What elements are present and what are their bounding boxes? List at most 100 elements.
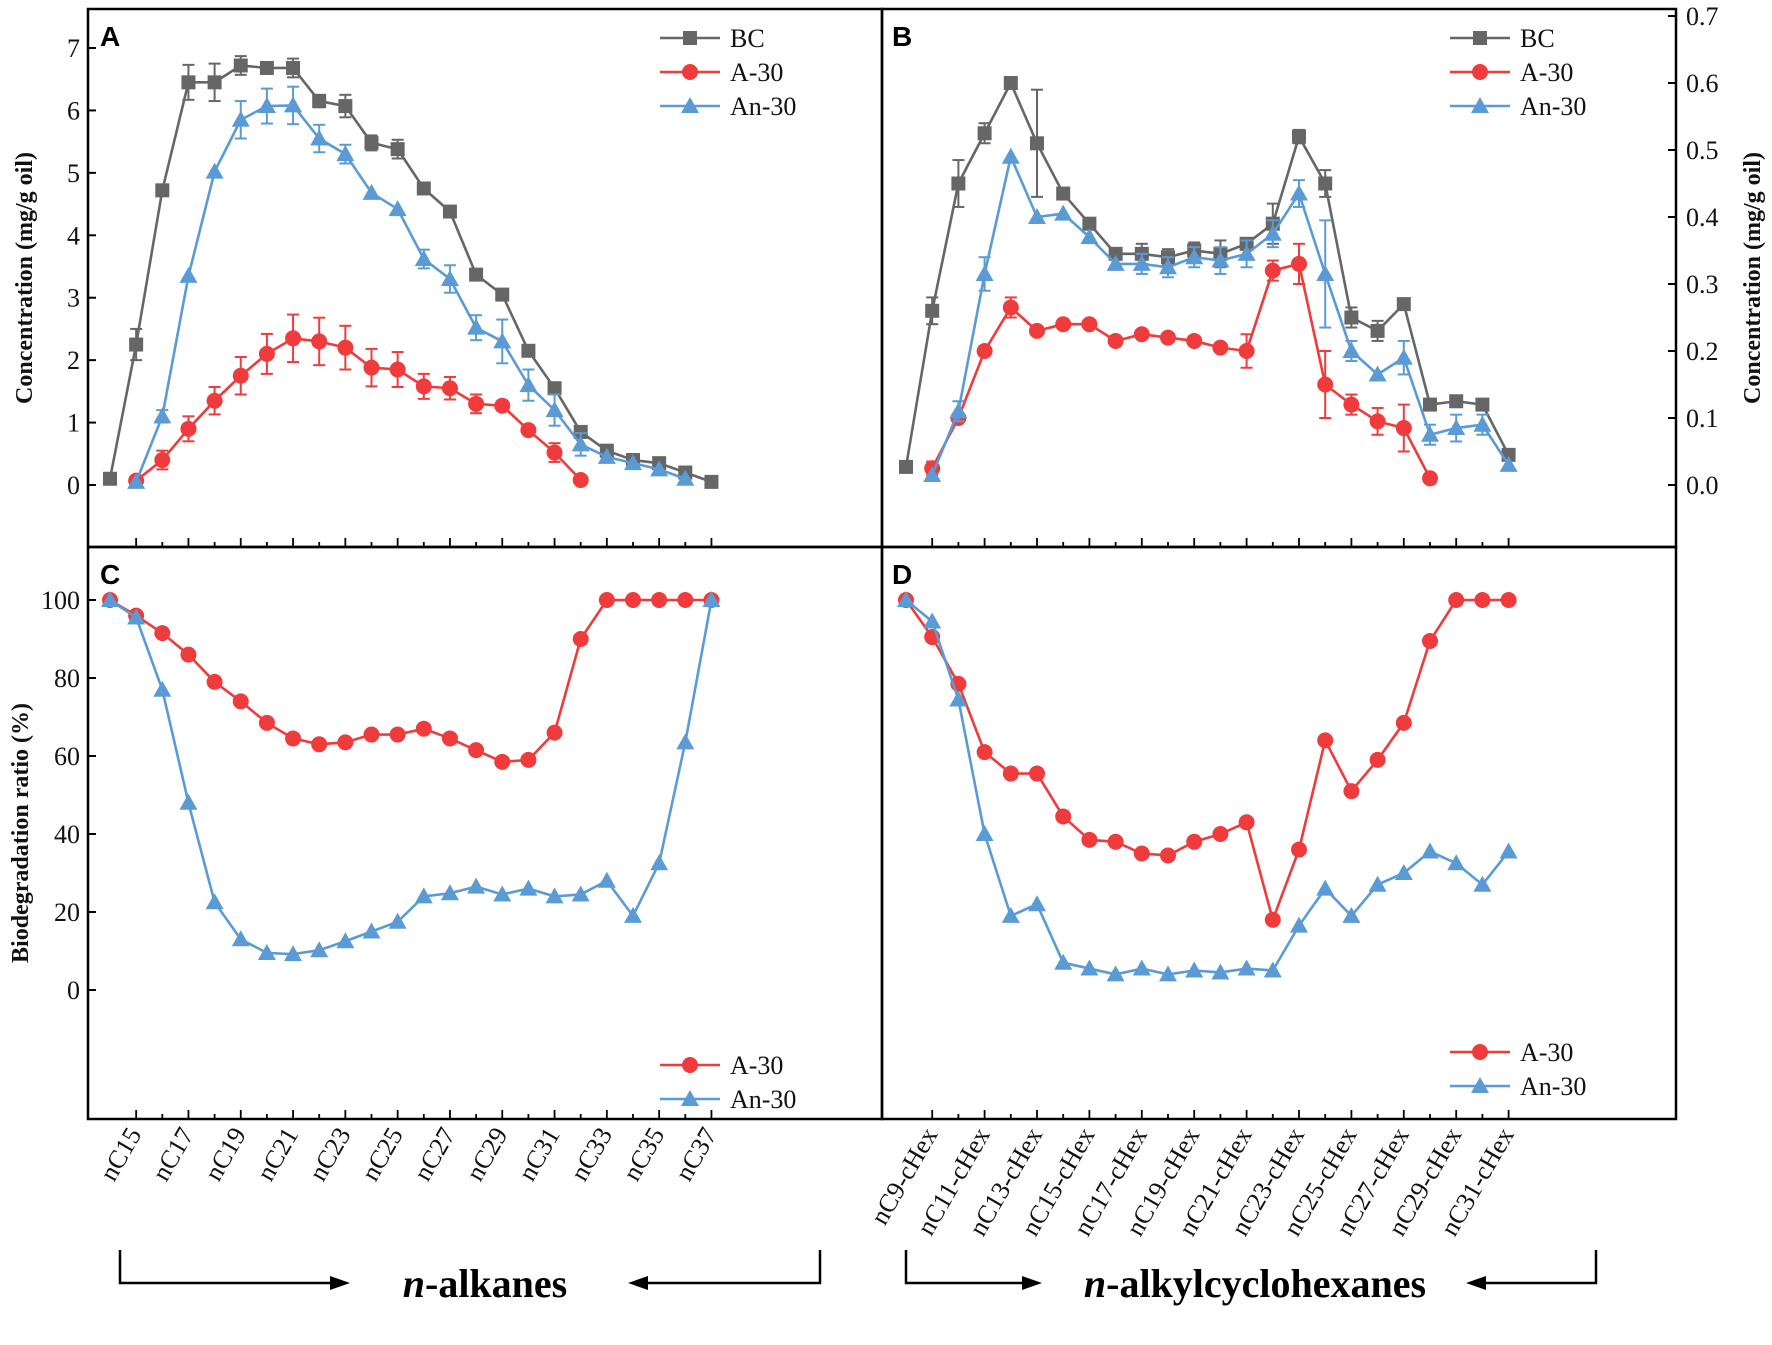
data-point-d-a30	[1029, 765, 1045, 782]
y-tick-label-c: 0	[67, 976, 80, 1005]
data-point-a-bc	[155, 183, 170, 198]
data-point-a-a30	[520, 422, 537, 439]
data-point-a-bc	[259, 60, 274, 75]
x-tick-label-c: nC27	[408, 1123, 461, 1186]
legend-label-c-an30: An-30	[730, 1085, 796, 1114]
y-tick-label-b: 0.5	[1686, 136, 1719, 165]
data-point-b-an30	[1054, 204, 1073, 221]
bracket-right-arrow-2	[1466, 1276, 1486, 1290]
data-point-d-an30	[1342, 906, 1361, 923]
data-point-d-an30	[1447, 854, 1466, 871]
data-point-b-bc	[1292, 129, 1306, 144]
x-tick-label-c: nC21	[251, 1123, 304, 1186]
data-point-b-bc	[977, 126, 992, 141]
data-point-b-a30	[1081, 316, 1098, 333]
data-point-d-a30	[1474, 592, 1491, 608]
bracket-left-line-2	[638, 1250, 822, 1285]
data-point-c-an30	[702, 591, 721, 607]
data-point-b-an30	[1106, 254, 1125, 271]
data-point-a-a30	[546, 444, 563, 461]
x-tick-label-c: nC15	[94, 1123, 147, 1186]
data-point-c-an30	[519, 879, 538, 896]
data-point-b-a30	[1055, 316, 1072, 333]
data-point-a-an30	[440, 269, 459, 286]
data-point-c-a30	[441, 730, 458, 747]
legend-label-d-an30: An-30	[1520, 1072, 1586, 1101]
data-point-a-an30	[362, 183, 381, 200]
y-tick-label-c: 80	[54, 664, 80, 693]
panel-d-frame	[880, 545, 1678, 1121]
data-point-a-bc	[364, 135, 379, 150]
x-tick-label-c: nC25	[356, 1123, 409, 1186]
data-point-a-bc	[181, 75, 196, 90]
data-point-a-bc	[103, 471, 117, 486]
y-tick-label-b: 0.2	[1686, 337, 1719, 366]
data-point-d-an30	[923, 612, 942, 629]
data-point-b-an30	[1394, 348, 1413, 365]
data-point-b-an30	[1237, 244, 1256, 261]
data-point-c-a30	[258, 714, 275, 731]
data-point-c-an30	[179, 793, 198, 810]
data-point-b-an30	[1342, 342, 1361, 358]
data-point-d-an30	[897, 591, 915, 607]
data-point-a-a30	[572, 472, 589, 489]
data-point-c-an30	[284, 945, 303, 962]
data-point-a-bc	[416, 181, 431, 196]
data-point-a-a30	[232, 367, 249, 384]
data-point-a-an30	[597, 447, 616, 464]
group-label-n-alkylcyclohexanes-prefix: n	[1084, 1261, 1106, 1306]
data-point-c-an30	[153, 680, 172, 697]
data-point-b-a30	[1002, 299, 1019, 316]
data-point-b-an30	[1185, 248, 1204, 265]
data-point-a-an30	[179, 266, 198, 283]
data-point-d-a30	[1369, 751, 1386, 768]
data-point-a-bc	[442, 204, 457, 219]
bracket-left-line-1	[118, 1250, 340, 1285]
data-point-d-a30	[1081, 831, 1098, 848]
legend-marker-b-an30	[1471, 97, 1489, 113]
legend-label-a-bc: BC	[730, 24, 765, 53]
data-point-b-bc	[925, 303, 940, 318]
data-point-a-bc	[390, 142, 405, 157]
data-point-a-a30	[285, 330, 302, 347]
x-tick-label-c: nC19	[199, 1123, 252, 1186]
data-point-d-a30	[1212, 826, 1229, 842]
data-point-b-a30	[1264, 262, 1281, 279]
data-point-b-an30	[1001, 147, 1020, 164]
panel-b-frame	[880, 7, 1678, 549]
data-point-c-an30	[205, 893, 224, 910]
data-point-b-an30	[1211, 251, 1230, 268]
data-point-b-an30	[1159, 258, 1177, 275]
data-point-d-a30	[1186, 833, 1203, 850]
data-point-d-an30	[1473, 875, 1492, 892]
data-point-c-a30	[180, 646, 197, 663]
x-tick-label-c: nC33	[565, 1123, 618, 1186]
data-point-d-a30	[1317, 732, 1334, 749]
legend-label-b-a30: A-30	[1520, 58, 1573, 87]
legend-marker-c-an30	[681, 1090, 699, 1106]
legend-label-a-an30: An-30	[730, 92, 796, 121]
data-point-a-bc	[573, 424, 588, 439]
data-point-b-bc	[1082, 216, 1097, 231]
series-line-b-bc	[904, 79, 1510, 468]
data-point-d-a30	[1343, 783, 1360, 800]
data-point-c-an30	[650, 854, 669, 871]
data-point-c-an30	[231, 930, 250, 947]
data-point-d-an30	[1159, 965, 1177, 982]
data-point-d-a30	[1002, 765, 1019, 782]
legend-label-b-an30: An-30	[1520, 92, 1586, 121]
data-point-d-an30	[1394, 864, 1413, 880]
group-label-n-alkanes-prefix: n	[403, 1261, 425, 1306]
data-point-c-an30	[101, 591, 119, 607]
data-point-c-an30	[624, 906, 642, 923]
data-point-a-a30	[154, 452, 171, 469]
data-point-a-an30	[624, 454, 642, 471]
data-point-a-a30	[206, 392, 223, 409]
data-point-d-an30	[1263, 961, 1282, 978]
data-point-c-a30	[494, 753, 511, 770]
data-point-b-a30	[1186, 332, 1203, 349]
data-point-a-an30	[257, 97, 276, 114]
data-point-b-an30	[1473, 415, 1492, 432]
data-point-d-an30	[1499, 842, 1518, 859]
y-tick-label-a: 6	[67, 96, 80, 125]
